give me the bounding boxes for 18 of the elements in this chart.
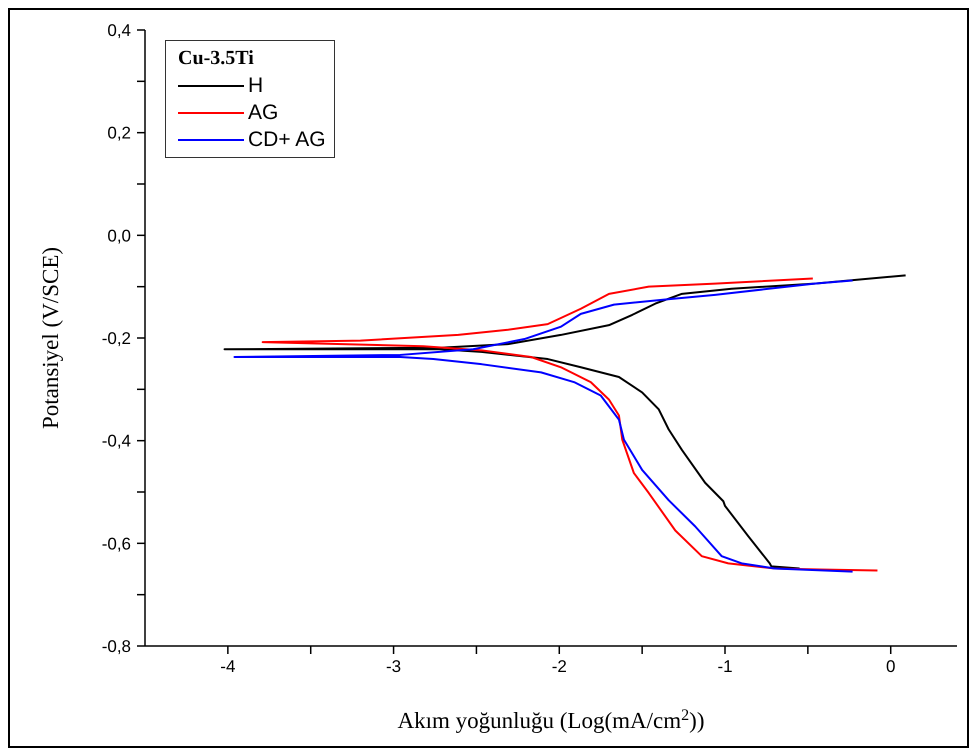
y-tick-label: 0,2: [107, 124, 131, 143]
x-tick-label: -1: [717, 657, 733, 676]
legend-label: H: [248, 74, 264, 98]
x-tick-label: 0: [886, 657, 896, 676]
y-axis-title: Potansiyel (V/SCE): [38, 246, 63, 430]
y-tick-label: 0,4: [107, 21, 131, 40]
x-tick-label: -2: [552, 657, 567, 676]
y-tick-label: -0,2: [102, 329, 131, 348]
legend-title: Cu-3.5Ti: [178, 47, 255, 70]
legend-label: AG: [248, 100, 278, 124]
legend-label: CD+ AG: [248, 128, 326, 152]
x-axis-title: Akım yoğunluğu (Log(mA/cm$^{2}$)): [397, 706, 705, 733]
x-tick-label: -3: [386, 657, 402, 676]
y-tick-label: -0,6: [102, 534, 131, 554]
y-tick-label: -0,8: [102, 637, 131, 656]
x-tick-label: -4: [220, 657, 236, 676]
y-tick-label: -0,4: [102, 432, 131, 451]
y-tick-label: 0,0: [107, 226, 131, 246]
